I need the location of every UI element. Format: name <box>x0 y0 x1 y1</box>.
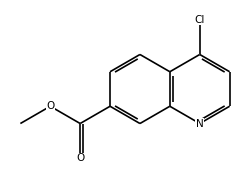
Text: O: O <box>76 153 84 163</box>
Text: N: N <box>196 119 203 129</box>
Text: Cl: Cl <box>194 15 205 25</box>
Text: O: O <box>46 101 54 111</box>
